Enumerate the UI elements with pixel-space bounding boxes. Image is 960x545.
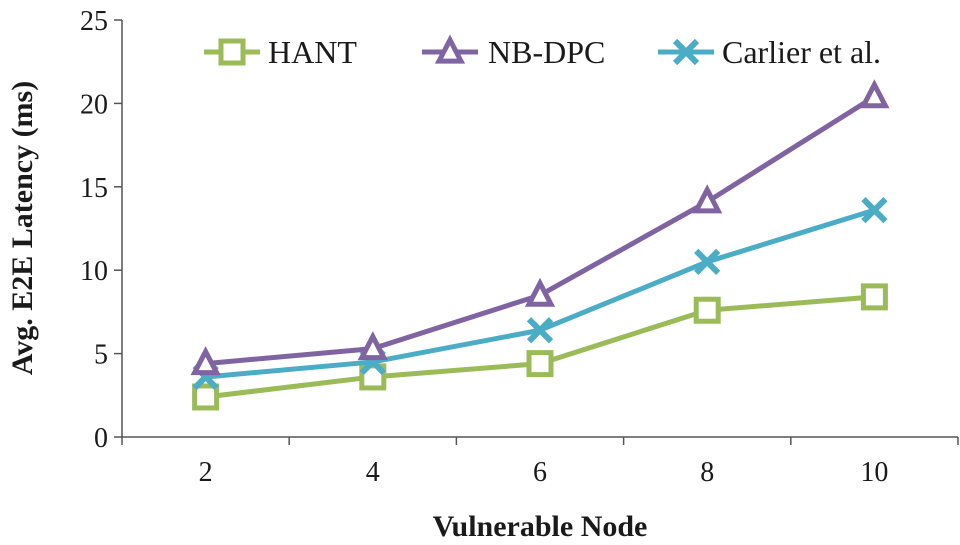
x-tick-label: 8 bbox=[700, 457, 714, 488]
data-point-carlier-et-al bbox=[694, 248, 721, 275]
x-tick-label: 6 bbox=[533, 457, 547, 488]
y-tick-label: 0 bbox=[94, 423, 108, 454]
y-ticks: 0 5 10 15 20 25 bbox=[80, 6, 122, 454]
series-carlier-et-al bbox=[192, 197, 888, 391]
series-layer bbox=[190, 79, 890, 411]
series-line-nb-dpc bbox=[205, 94, 876, 367]
legend-marker bbox=[218, 38, 246, 66]
marker-stroke bbox=[672, 38, 700, 66]
series-line-hant bbox=[205, 294, 875, 400]
data-point-nb-dpc bbox=[524, 277, 556, 307]
x-tick-label: 10 bbox=[860, 457, 888, 488]
x-ticks: 2 4 6 8 10 bbox=[121, 437, 959, 488]
marker-stroke bbox=[861, 197, 888, 224]
data-point-hant bbox=[192, 383, 220, 411]
x-tick-label: 4 bbox=[366, 457, 380, 488]
data-point-nb-dpc bbox=[692, 184, 723, 214]
data-point-nb-dpc bbox=[190, 346, 221, 376]
y-tick-label: 25 bbox=[80, 6, 108, 37]
legend-marker bbox=[434, 34, 466, 64]
data-point-carlier-et-al bbox=[526, 317, 554, 344]
x-tick-label: 2 bbox=[199, 457, 213, 488]
data-point-carlier-et-al bbox=[861, 197, 888, 224]
legend-label: HANT bbox=[268, 34, 357, 70]
legend-label: NB-DPC bbox=[488, 34, 605, 70]
series-hant bbox=[192, 283, 888, 411]
data-point-hant bbox=[693, 296, 721, 324]
y-tick-label: 10 bbox=[80, 256, 108, 287]
legend-label: Carlier et al. bbox=[722, 34, 881, 70]
legend-item-nb-dpc: NB-DPC bbox=[422, 34, 605, 70]
y-tick-label: 5 bbox=[94, 340, 108, 371]
data-point-nb-dpc bbox=[357, 331, 388, 361]
data-point-hant bbox=[860, 283, 888, 311]
y-tick-label: 15 bbox=[80, 173, 108, 204]
x-axis-title: Vulnerable Node bbox=[433, 510, 648, 543]
marker-stroke bbox=[694, 248, 721, 275]
data-point-hant bbox=[526, 350, 554, 378]
data-point-nb-dpc bbox=[859, 79, 890, 109]
legend-marker bbox=[672, 38, 700, 66]
legend: HANT NB-DPC Carlier et al. bbox=[204, 34, 881, 70]
marker-stroke bbox=[526, 317, 554, 344]
legend-item-hant: HANT bbox=[204, 34, 357, 70]
legend-item-carlier-et-al: Carlier et al. bbox=[658, 34, 881, 70]
y-axis-title: Avg. E2E Latency (ms) bbox=[6, 81, 39, 375]
axes: 0 5 10 15 20 25 2 4 6 8 10 bbox=[80, 6, 959, 488]
series-nb-dpc bbox=[190, 79, 890, 376]
y-tick-label: 20 bbox=[80, 89, 108, 120]
